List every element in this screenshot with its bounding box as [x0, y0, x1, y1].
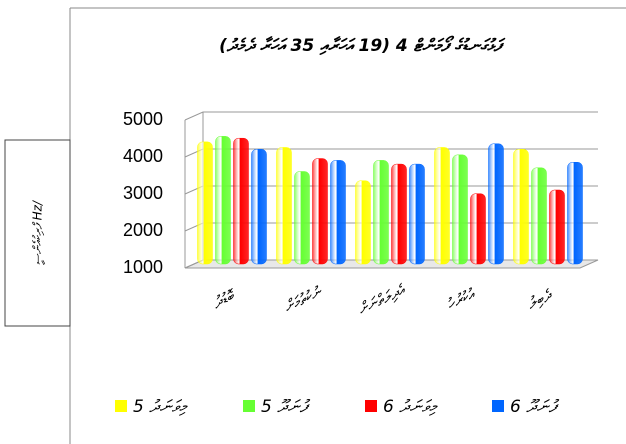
y-tick-label: 5000 — [123, 109, 163, 129]
x-tick-label: ދެބިލު — [524, 285, 556, 313]
grid-line — [184, 111, 598, 121]
bar — [567, 162, 583, 265]
bar — [373, 160, 389, 265]
y-label-box — [4, 139, 71, 327]
bar — [549, 189, 565, 265]
legend-label: ފުނަދޫ 5 — [261, 397, 311, 417]
bar — [294, 171, 310, 265]
bar — [513, 149, 529, 265]
y-tick-label: 4000 — [123, 146, 163, 166]
bar — [215, 136, 231, 265]
chart-title: ފަޅުގަނޑުގެ ފޯމަންޓް 4 (19 އަހަރާއި 35 އ… — [219, 35, 506, 56]
bar — [409, 163, 425, 265]
bar — [251, 149, 267, 265]
x-tick-label: އެދިލަތްނަށް — [355, 280, 409, 318]
bar — [470, 193, 486, 265]
bar — [197, 141, 213, 265]
legend-label: މިވަނަދު 5 — [133, 397, 188, 417]
y-tick-label: 1000 — [123, 257, 163, 277]
y-tick-label: 3000 — [123, 183, 163, 203]
legend-swatch — [243, 400, 255, 412]
bar — [452, 154, 468, 265]
legend-label: ފުނަދޫ 6 — [510, 397, 560, 417]
legend-swatch — [492, 400, 504, 412]
y-tick-label: 2000 — [123, 220, 163, 240]
x-tick-label: އުކުރުހު — [444, 284, 479, 313]
bar — [488, 143, 504, 265]
bar — [531, 167, 547, 265]
x-tick-label: ބޮޑުދު — [209, 286, 240, 313]
bar — [330, 160, 346, 265]
legend-swatch — [365, 400, 377, 412]
legend-swatch — [115, 400, 127, 412]
bar — [312, 158, 328, 265]
bar — [233, 137, 249, 265]
y-axis-label: ފްރިކުއެންސީ Hz/ — [31, 199, 46, 266]
bar — [391, 163, 407, 265]
x-tick-label: ނުކުތުމަށް — [281, 282, 325, 315]
bar — [434, 147, 450, 265]
bar — [276, 147, 292, 265]
bar — [355, 180, 371, 265]
legend-label: މިވަނަދު 6 — [383, 397, 438, 417]
